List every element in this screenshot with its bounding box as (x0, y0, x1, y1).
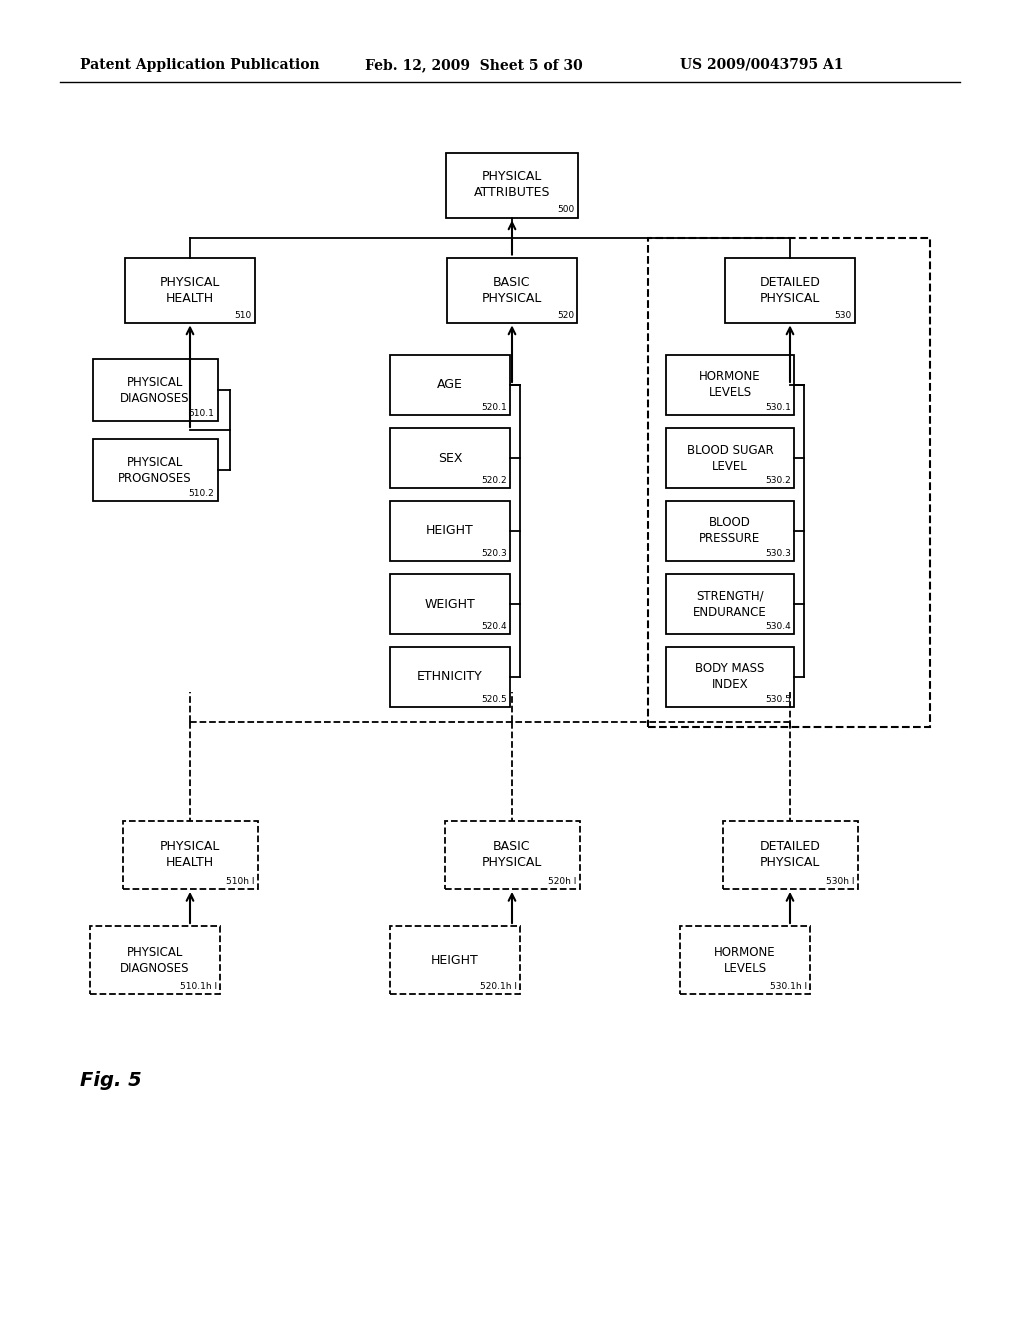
Text: 530: 530 (835, 310, 852, 319)
Bar (125, 257, 255, 322)
Text: DETAILED
PHYSICAL: DETAILED PHYSICAL (760, 841, 820, 870)
Text: 530.3: 530.3 (765, 549, 791, 558)
Text: 530.1h l: 530.1h l (770, 982, 807, 991)
Text: BASIC
PHYSICAL: BASIC PHYSICAL (482, 276, 542, 305)
Text: 510h l: 510h l (226, 876, 255, 886)
Text: Patent Application Publication: Patent Application Publication (80, 58, 319, 73)
Text: PHYSICAL
DIAGNOSES: PHYSICAL DIAGNOSES (120, 945, 189, 974)
Text: 530.2: 530.2 (765, 477, 791, 484)
Bar (390, 647, 510, 708)
Bar (390, 574, 510, 634)
Text: PHYSICAL
HEALTH: PHYSICAL HEALTH (160, 276, 220, 305)
Bar (723, 821, 857, 888)
Text: PHYSICAL
DIAGNOSES: PHYSICAL DIAGNOSES (120, 375, 189, 404)
Text: STRENGTH/
ENDURANCE: STRENGTH/ ENDURANCE (693, 590, 767, 619)
Bar (666, 574, 794, 634)
Bar (680, 927, 810, 994)
Text: BLOOD SUGAR
LEVEL: BLOOD SUGAR LEVEL (687, 444, 773, 473)
Text: ETHNICITY: ETHNICITY (417, 671, 483, 684)
Bar (390, 927, 520, 994)
Text: Fig. 5: Fig. 5 (80, 1071, 141, 1089)
Bar (90, 927, 220, 994)
Text: HORMONE
LEVELS: HORMONE LEVELS (714, 945, 776, 974)
Text: 510: 510 (234, 310, 252, 319)
Bar (666, 647, 794, 708)
Text: PHYSICAL
PROGNOSES: PHYSICAL PROGNOSES (118, 455, 191, 484)
Text: AGE: AGE (437, 379, 463, 392)
Bar (725, 257, 855, 322)
Bar (666, 502, 794, 561)
Text: PHYSICAL
HEALTH: PHYSICAL HEALTH (160, 841, 220, 870)
Bar (446, 153, 578, 218)
Text: 530h l: 530h l (826, 876, 854, 886)
Text: 520.4: 520.4 (481, 622, 507, 631)
Text: 520.5: 520.5 (481, 696, 507, 704)
Text: 530.1: 530.1 (765, 403, 791, 412)
Bar (444, 821, 580, 888)
Text: HEIGHT: HEIGHT (431, 953, 479, 966)
Bar (648, 238, 930, 727)
Text: 520.1h l: 520.1h l (480, 982, 517, 991)
Text: PHYSICAL
ATTRIBUTES: PHYSICAL ATTRIBUTES (474, 170, 550, 199)
Bar (92, 359, 217, 421)
Text: SEX: SEX (437, 451, 462, 465)
Text: HEIGHT: HEIGHT (426, 524, 474, 537)
Text: DETAILED
PHYSICAL: DETAILED PHYSICAL (760, 276, 820, 305)
Text: 510.1: 510.1 (188, 409, 214, 418)
Text: 500: 500 (558, 206, 575, 214)
Text: Feb. 12, 2009  Sheet 5 of 30: Feb. 12, 2009 Sheet 5 of 30 (365, 58, 583, 73)
Text: 520.3: 520.3 (481, 549, 507, 558)
Bar (390, 428, 510, 488)
Bar (390, 355, 510, 414)
Text: BLOOD
PRESSURE: BLOOD PRESSURE (699, 516, 761, 545)
Text: 510.1h l: 510.1h l (180, 982, 217, 991)
Text: WEIGHT: WEIGHT (425, 598, 475, 610)
Bar (666, 355, 794, 414)
Text: 510.2: 510.2 (188, 488, 214, 498)
Text: 520: 520 (557, 310, 574, 319)
Text: 520.2: 520.2 (481, 477, 507, 484)
Text: BODY MASS
INDEX: BODY MASS INDEX (695, 663, 765, 692)
Text: HORMONE
LEVELS: HORMONE LEVELS (699, 371, 761, 400)
Bar (666, 428, 794, 488)
Text: 520.1: 520.1 (481, 403, 507, 412)
Text: 530.4: 530.4 (765, 622, 791, 631)
Bar (92, 440, 217, 502)
Text: BASIC
PHYSICAL: BASIC PHYSICAL (482, 841, 542, 870)
Text: 520h l: 520h l (548, 876, 577, 886)
Bar (123, 821, 257, 888)
Text: US 2009/0043795 A1: US 2009/0043795 A1 (680, 58, 844, 73)
Bar (447, 257, 577, 322)
Text: 530.5: 530.5 (765, 696, 791, 704)
Bar (390, 502, 510, 561)
